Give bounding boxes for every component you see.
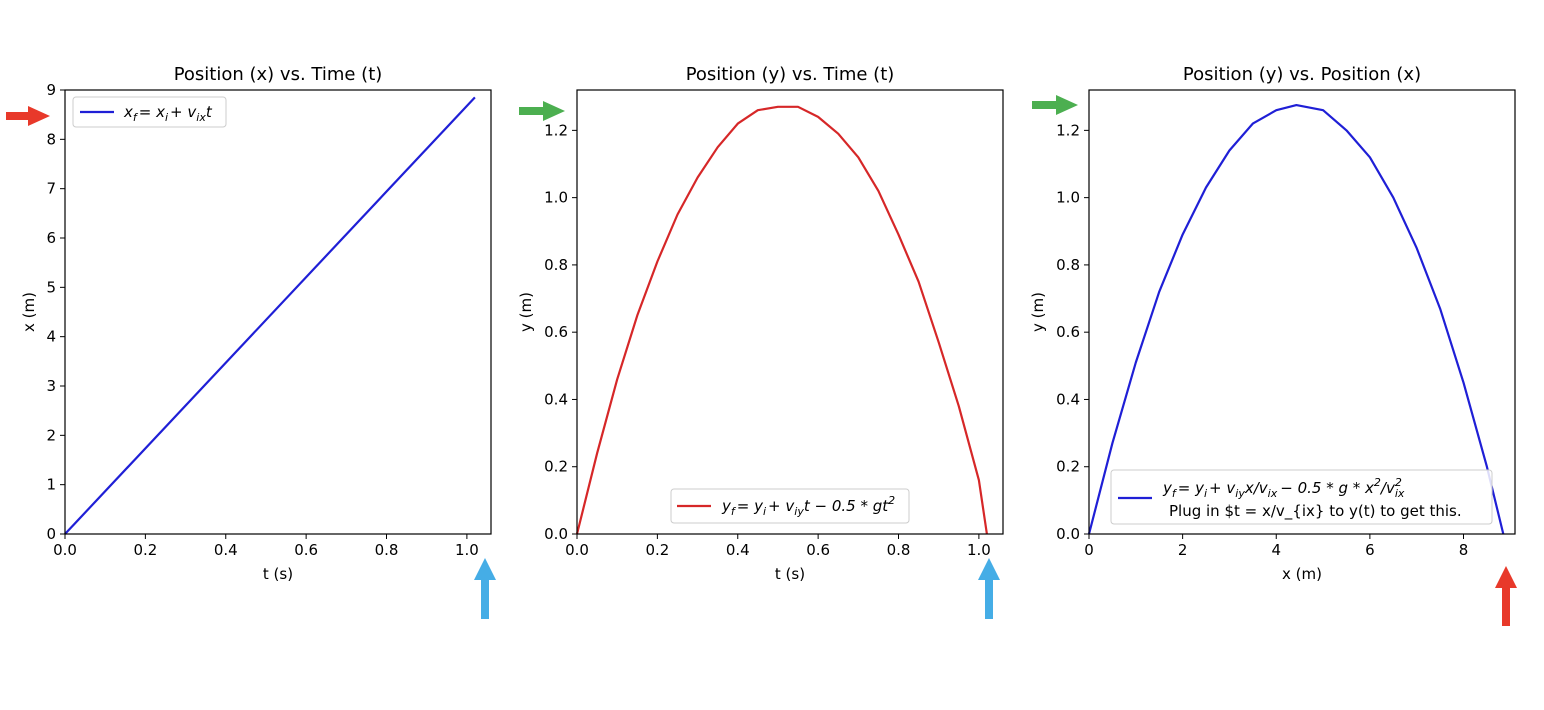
y-tick-label: 0.2 [1056,458,1080,476]
y-tick-label: 9 [46,81,56,99]
y-tick-label: 0.8 [544,256,568,274]
chart-position-y-vs-time: Position (y) vs. Time (t) t (s) y (m) 0.… [517,64,1004,583]
y-tick-label: 1 [46,476,56,494]
chart3-legend-line2: Plug in $t = x/v_{ix} to y(t) to get thi… [1169,502,1462,521]
chart1-legend-box [72,96,227,128]
chart2-legend-box [670,488,910,524]
chart3-ylabel: y (m) [1029,292,1047,332]
x-tick-label: 1.0 [967,541,991,559]
x-tick-label: 6 [1365,541,1375,559]
y-tick-label: 8 [46,130,56,148]
y-tick-label: 0.6 [544,323,568,341]
x-tick-label: 0.4 [726,541,750,559]
green-arrow-chart2-y [519,101,565,121]
x-tick-label: 0.0 [565,541,589,559]
y-tick-label: 4 [46,328,56,346]
chart1-series [64,96,476,535]
red-arrow-chart3-x [1495,566,1517,626]
y-tick-label: 0.8 [1056,256,1080,274]
y-tick-label: 0 [46,525,56,543]
chart-position-y-vs-position-x: Position (y) vs. Position (x) x (m) y (m… [1029,64,1516,583]
cyan-arrow-chart1-x [474,558,496,619]
chart1-title: Position (x) vs. Time (t) [174,64,383,85]
red-arrow-chart1-y [6,106,50,126]
chart3-legend: yf = yi + viyx/vix − 0.5 * g * x2/v2 ix Plug… [1110,469,1493,525]
series-line [64,96,476,535]
chart1-ticks: 0.0 0.2 0.4 0.6 0.8 1.0 0 1 2 3 4 5 6 7 8 9 [46,81,478,559]
y-tick-label: 1.2 [544,121,568,139]
y-tick-label: 0.0 [544,525,568,543]
y-tick-label: 1.0 [544,189,568,207]
chart2-ticks: 0.0 0.2 0.4 0.6 0.8 1.0 0.0 0.2 0.4 0.6 0.8 1.0 1.2 [544,121,991,559]
x-tick-label: 0.2 [133,541,157,559]
chart1-ylabel: x (m) [20,292,38,332]
series-line [575,105,988,535]
chart3-ticks: 0 2 4 6 8 0.0 0.2 0.4 0.6 0.8 1.0 1.2 [1056,121,1468,559]
chart-position-x-vs-time: Position (x) vs. Time (t) t (s) x (m) 0.… [20,64,492,583]
y-tick-label: 6 [46,229,56,247]
y-tick-label: 3 [46,377,56,395]
chart3-series [1087,103,1505,535]
y-tick-label: 0.6 [1056,323,1080,341]
chart2-legend-label: yf = yi + viyt − 0.5 * gt2 [721,494,895,518]
y-tick-label: 0.4 [1056,390,1080,408]
x-tick-label: 0.2 [645,541,669,559]
green-arrow-chart3-y [1032,95,1078,115]
cyan-arrow-chart2-x [978,558,1000,619]
chart2-xlabel: t (s) [775,565,805,583]
y-tick-label: 1.2 [1056,121,1080,139]
x-tick-label: 0.8 [375,541,399,559]
y-tick-label: 0.0 [1056,525,1080,543]
chart1-xlabel: t (s) [263,565,293,583]
chart3-xlabel: x (m) [1282,565,1322,583]
chart2-series [575,105,988,535]
x-tick-label: 0.4 [214,541,238,559]
y-tick-label: 1.0 [1056,189,1080,207]
y-tick-label: 0.2 [544,458,568,476]
x-tick-label: 0 [1084,541,1094,559]
chart1-legend-label: xf = xi + vixt [123,103,213,124]
x-tick-label: 8 [1459,541,1469,559]
x-tick-label: 0.8 [887,541,911,559]
x-tick-label: 0.0 [53,541,77,559]
chart3-legend-box [1110,469,1493,525]
x-tick-label: 2 [1178,541,1188,559]
series-line [1087,103,1505,535]
chart2-ylabel: y (m) [517,292,535,332]
chart3-legend-label: yf = yi + viyx/vix − 0.5 * g * x2/v2 ix [1162,476,1405,500]
y-tick-label: 5 [46,278,56,296]
x-tick-label: 1.0 [455,541,479,559]
chart2-plot-frame [576,89,1004,535]
x-tick-label: 0.6 [294,541,318,559]
x-tick-label: 4 [1271,541,1281,559]
y-tick-label: 7 [46,180,56,198]
chart2-legend: yf = yi + viyt − 0.5 * gt2 [670,488,910,524]
chart2-title: Position (y) vs. Time (t) [686,64,895,85]
x-tick-label: 0.6 [806,541,830,559]
y-tick-label: 2 [46,426,56,444]
chart3-plot-frame [1088,89,1516,535]
chart1-plot-frame [64,89,492,535]
y-tick-label: 0.4 [544,390,568,408]
annotation-arrows [6,95,1517,626]
chart1-legend: xf = xi + vixt [72,96,227,128]
chart3-title: Position (y) vs. Position (x) [1183,64,1421,85]
